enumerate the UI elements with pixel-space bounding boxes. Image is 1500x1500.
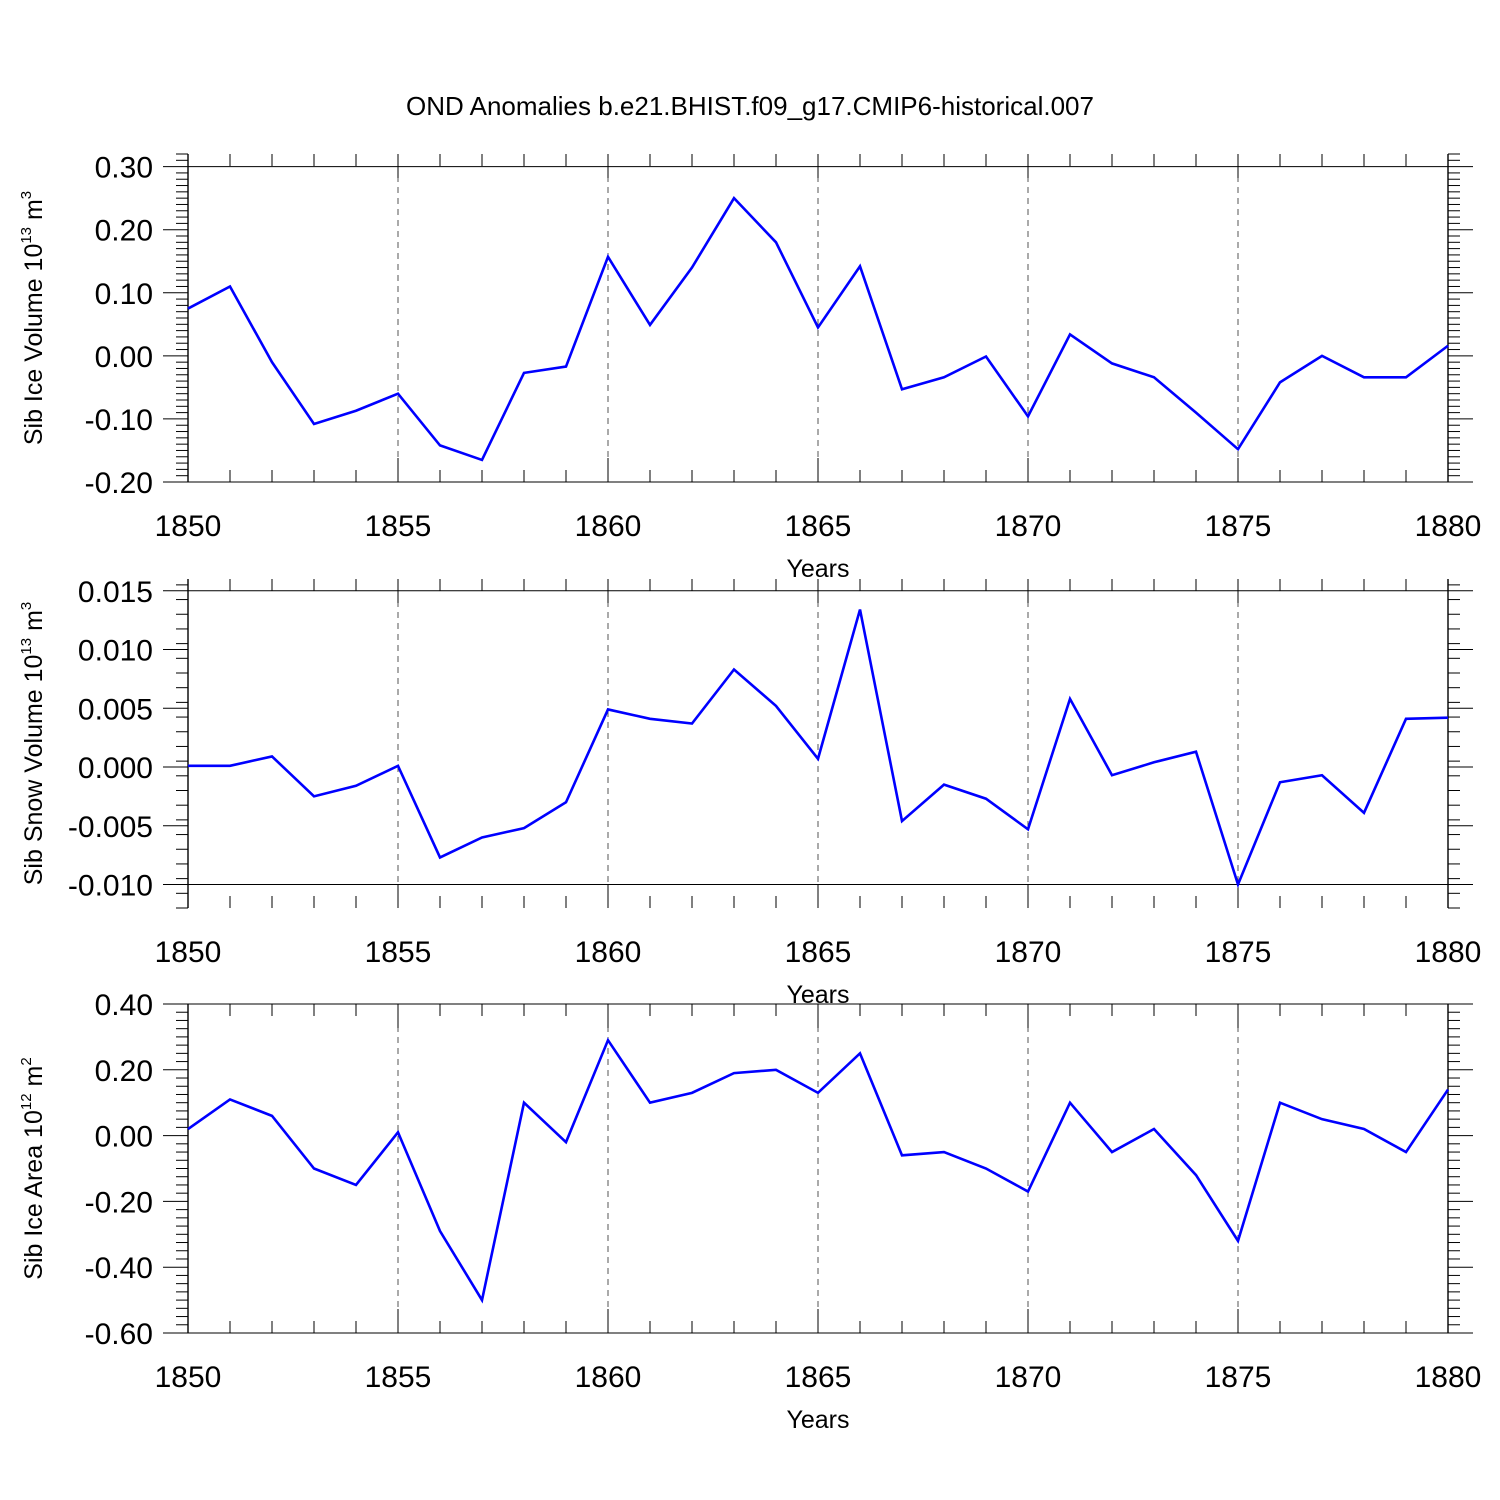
- x-tick-label: 1865: [785, 1361, 852, 1394]
- x-tick-label: 1875: [1205, 936, 1272, 969]
- x-axis-title: Years: [786, 1406, 849, 1434]
- y-tick-label: 0.010: [78, 635, 153, 668]
- y-axis-title: Sib Ice Volume 1013 m3: [18, 191, 48, 445]
- x-tick-label: 1860: [575, 936, 642, 969]
- x-tick-label: 1865: [785, 936, 852, 969]
- y-axis-title: Sib Ice Area 1012 m2: [18, 1057, 48, 1279]
- y-tick-label: 0.20: [95, 215, 153, 248]
- chart-panels: -0.20 -0.10 0.00 0.10 0.20 0.30 1850 1855 1860 18…: [18, 152, 1481, 1434]
- x-tick-label: 1875: [1205, 1361, 1272, 1394]
- series-line: [187, 196, 1449, 462]
- x-tick-label: 1880: [1415, 936, 1482, 969]
- y-tick-label: 0.40: [95, 989, 153, 1022]
- y-tick-label: 0.00: [95, 1121, 153, 1154]
- x-tick-label: 1870: [995, 510, 1062, 543]
- figure-title: OND Anomalies b.e21.BHIST.f09_g17.CMIP6-…: [406, 91, 1094, 121]
- y-tick-label: -0.005: [68, 811, 153, 844]
- x-tick-label: 1855: [365, 936, 432, 969]
- x-tick-label: 1855: [365, 510, 432, 543]
- x-tick-label: 1850: [155, 936, 222, 969]
- x-tick-label: 1865: [785, 510, 852, 543]
- x-tick-label: 1855: [365, 1361, 432, 1394]
- chart-panel-3: -0.60 -0.40 -0.20 0.00 0.20 0.40 1850 1855 1860 1…: [18, 989, 1481, 1434]
- chart-panel-2: -0.010 -0.005 0.000 0.005 0.010 0.015 1850 1855…: [18, 576, 1481, 1009]
- y-axis-title: Sib Snow Volume 1013 m3: [18, 602, 48, 886]
- y-tick-label: 0.000: [78, 752, 153, 785]
- y-tick-label: 0.005: [78, 693, 153, 726]
- x-tick-label: 1850: [155, 1361, 222, 1394]
- x-axis-title: Years: [786, 555, 849, 583]
- y-tick-label: -0.60: [85, 1318, 153, 1351]
- x-tick-label: 1860: [575, 1361, 642, 1394]
- y-tick-label: -0.40: [85, 1252, 153, 1285]
- y-tick-label: 0.00: [95, 341, 153, 374]
- y-tick-label: 0.015: [78, 576, 153, 609]
- chart-panel-1: -0.20 -0.10 0.00 0.10 0.20 0.30 1850 1855 1860 18…: [18, 152, 1481, 583]
- x-tick-label: 1860: [575, 510, 642, 543]
- y-tick-label: 0.10: [95, 278, 153, 311]
- x-tick-label: 1880: [1415, 1361, 1482, 1394]
- x-tick-label: 1880: [1415, 510, 1482, 543]
- x-tick-label: 1870: [995, 936, 1062, 969]
- y-tick-label: -0.010: [68, 870, 153, 903]
- x-tick-label: 1875: [1205, 510, 1272, 543]
- y-tick-label: -0.10: [85, 404, 153, 437]
- y-tick-label: -0.20: [85, 467, 153, 500]
- y-tick-label: 0.20: [95, 1055, 153, 1088]
- y-tick-label: -0.20: [85, 1186, 153, 1219]
- series-line: [188, 609, 1449, 889]
- y-tick-label: 0.30: [95, 152, 153, 185]
- x-tick-label: 1850: [155, 510, 222, 543]
- x-tick-label: 1870: [995, 1361, 1062, 1394]
- series-line: [187, 1037, 1450, 1304]
